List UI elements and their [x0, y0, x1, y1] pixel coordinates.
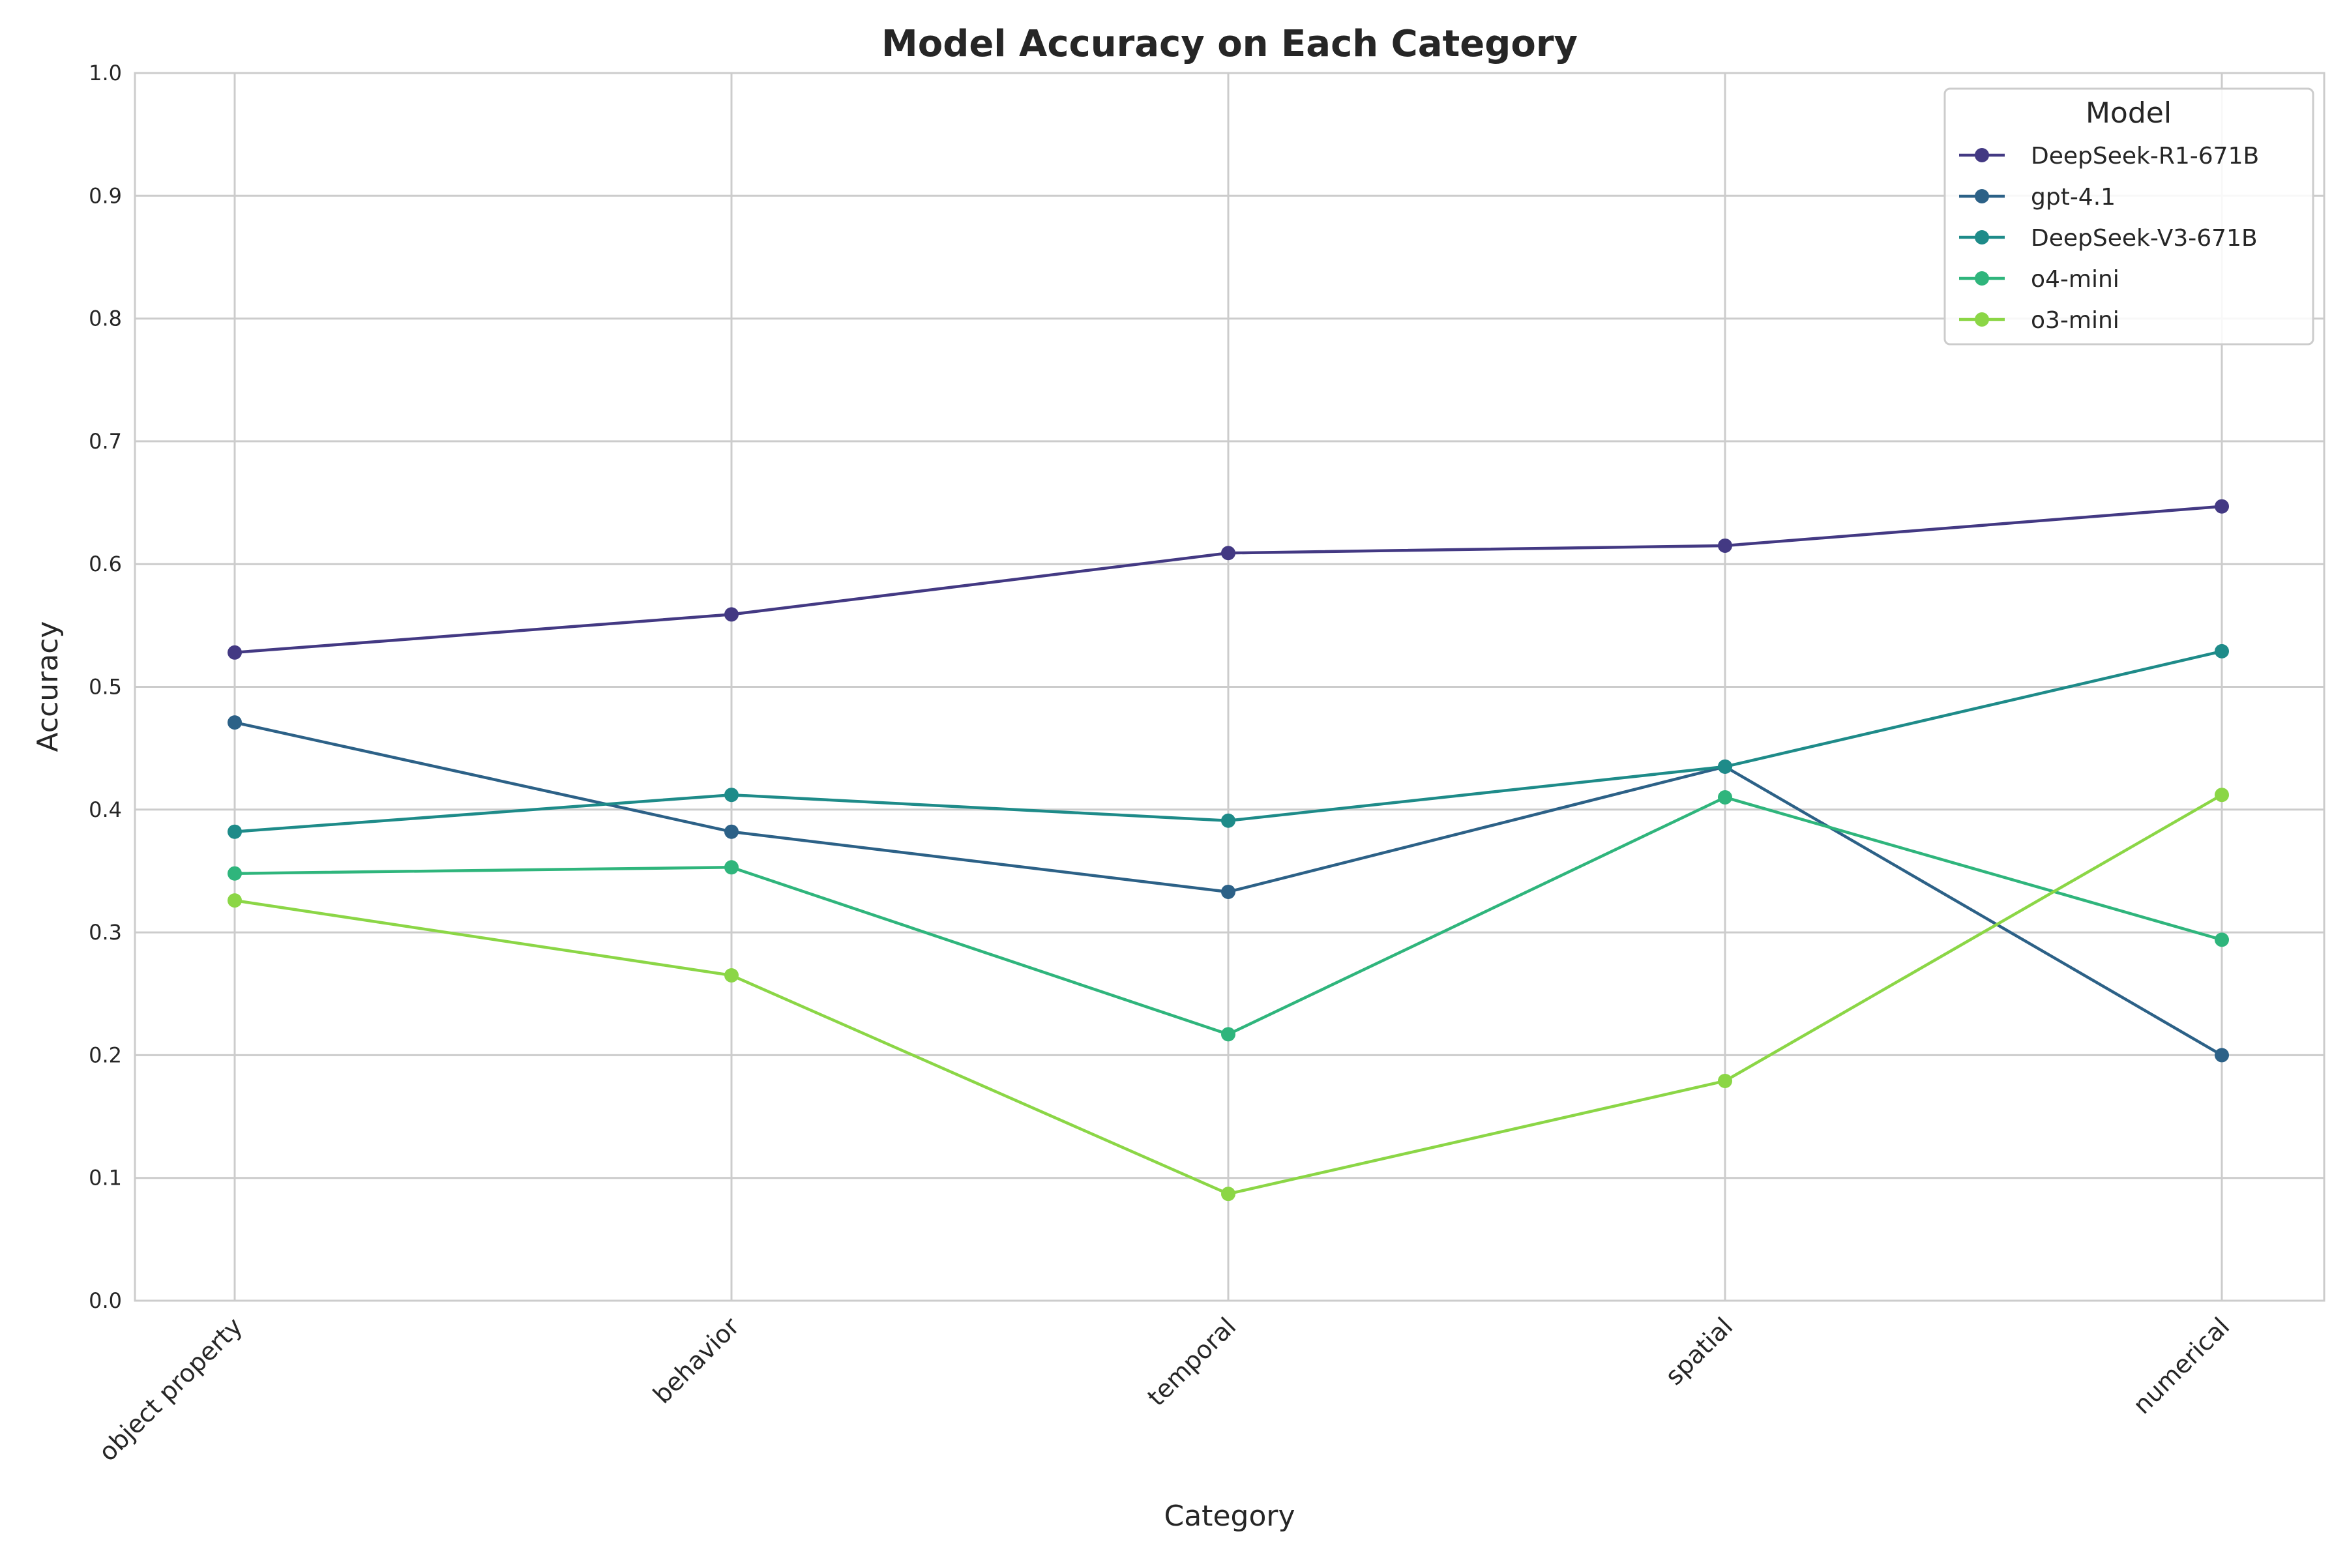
- legend-marker: [1975, 312, 1989, 327]
- data-point: [724, 824, 739, 839]
- data-point: [2215, 788, 2229, 803]
- data-point: [1221, 546, 1235, 561]
- legend-marker: [1975, 189, 1989, 203]
- x-axis-label: Category: [1164, 1500, 1295, 1533]
- legend-items: DeepSeek-R1-671B gpt-4.1 DeepSeek-V3-671B o…: [1959, 143, 2259, 334]
- legend: Model DeepSeek-R1-671B gpt-4.1 DeepSeek-V3…: [1943, 87, 2314, 346]
- data-point: [1718, 538, 1732, 553]
- data-point: [1718, 1073, 1732, 1088]
- x-tick-label: numerical: [2127, 1312, 2235, 1419]
- data-point: [2215, 499, 2229, 514]
- data-point: [724, 788, 739, 803]
- data-point: [2215, 1048, 2229, 1063]
- y-axis-label: Accuracy: [31, 621, 65, 752]
- x-tick-label: spatial: [1660, 1312, 1739, 1391]
- data-point: [1718, 759, 1732, 774]
- legend-label: DeepSeek-V3-671B: [2031, 225, 2258, 252]
- x-tick-label: object property: [93, 1312, 248, 1466]
- legend-title: Model: [2086, 96, 2172, 130]
- y-tick-label: 0.1: [89, 1166, 122, 1191]
- legend-marker: [1975, 148, 1989, 162]
- data-point: [228, 715, 242, 730]
- legend-marker: [1975, 271, 1989, 286]
- data-point: [228, 824, 242, 839]
- series-o3-mini: [228, 788, 2229, 1202]
- y-tick-label: 0.3: [89, 920, 122, 945]
- data-point: [724, 968, 739, 983]
- data-point: [2215, 643, 2229, 658]
- y-tick-label: 0.8: [89, 306, 122, 331]
- data-point: [228, 893, 242, 908]
- chart-title: Model Accuracy on Each Category: [881, 23, 1578, 65]
- y-tick-label: 0.4: [89, 797, 122, 822]
- y-tick-label: 0.6: [89, 552, 122, 576]
- data-point: [2215, 932, 2229, 947]
- series-deepseek-r1-671b: [228, 499, 2229, 660]
- data-point: [1221, 884, 1235, 899]
- y-tick-label: 1.0: [89, 61, 122, 85]
- data-point: [1221, 1187, 1235, 1202]
- x-axis-ticks: object property behavior temporal spatial nu…: [93, 1312, 2235, 1467]
- legend-label: o4-mini: [2031, 266, 2119, 293]
- series-layer: [228, 499, 2229, 1202]
- plot-area-frame: [134, 72, 2325, 1302]
- y-tick-label: 0.2: [89, 1043, 122, 1067]
- x-tick-label: behavior: [647, 1312, 745, 1409]
- legend-marker: [1975, 230, 1989, 244]
- legend-label: gpt-4.1: [2031, 184, 2116, 211]
- y-tick-label: 0.5: [89, 675, 122, 700]
- y-tick-label: 0.7: [89, 429, 122, 454]
- y-axis-ticks: 0.0 0.1 0.2 0.3 0.4 0.5 0.6 0.7 0.8 0.9 1.0: [89, 61, 122, 1313]
- legend-label: o3-mini: [2031, 307, 2119, 334]
- data-point: [724, 860, 739, 875]
- data-point: [724, 607, 739, 622]
- data-point: [1221, 813, 1235, 828]
- legend-box: [1943, 87, 2314, 346]
- data-point: [1221, 1027, 1235, 1042]
- y-tick-label: 0.0: [89, 1288, 122, 1313]
- data-point: [1718, 790, 1732, 805]
- legend-label: DeepSeek-R1-671B: [2031, 143, 2259, 170]
- data-point: [228, 866, 242, 881]
- x-tick-label: temporal: [1142, 1312, 1242, 1412]
- y-tick-label: 0.9: [89, 183, 122, 208]
- series-o4-mini: [228, 790, 2229, 1042]
- series-deepseek-v3-671b: [228, 643, 2229, 839]
- data-point: [228, 645, 242, 660]
